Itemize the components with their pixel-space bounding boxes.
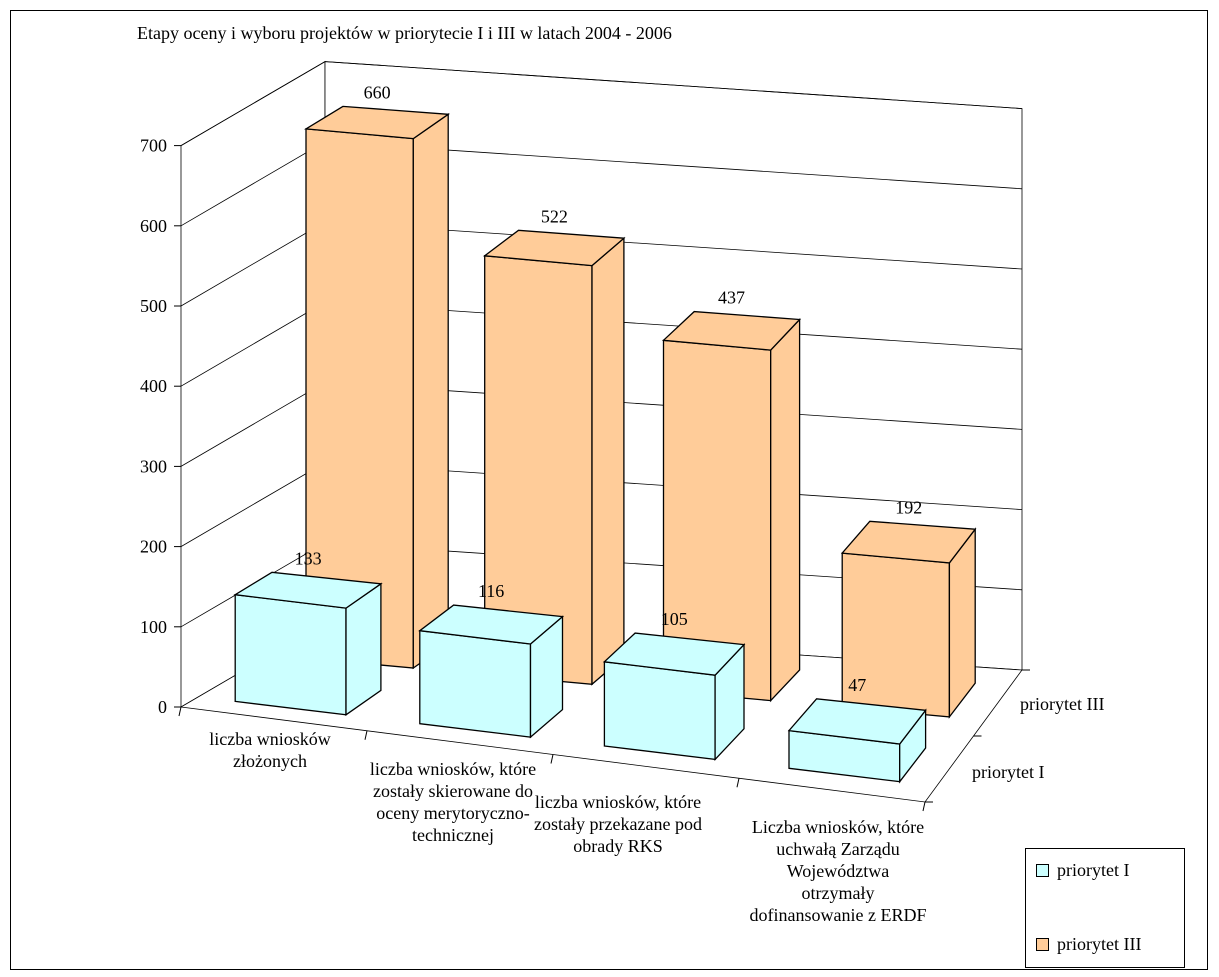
y-tick-label-400: 400 <box>140 376 167 396</box>
bar-front-face <box>234 593 347 716</box>
data-label-priorytet-iii-1: 522 <box>541 206 568 226</box>
legend-item-priorytet-i: priorytet I <box>1036 860 1129 881</box>
bar-front-face <box>419 629 532 738</box>
x-tick-label-1-0: liczba wniosków, które <box>370 759 536 779</box>
y-tick-label-0: 0 <box>158 697 167 717</box>
bar-top-face <box>418 604 565 645</box>
bar-top-face <box>303 105 451 140</box>
bar-side-face <box>591 236 625 686</box>
legend: priorytet I priorytet III <box>1025 848 1185 968</box>
bar-top-face <box>840 520 977 564</box>
legend-swatch-priorytet-iii <box>1036 938 1049 951</box>
bar-priorytet-i-2 <box>602 632 746 762</box>
x-tick-label-3-1: uchwałą Zarządu <box>776 839 899 859</box>
data-label-priorytet-i-1: 116 <box>478 581 504 601</box>
data-label-priorytet-i-2: 105 <box>661 609 688 629</box>
x-tick-label-3-4: dofinansowanie z ERDF <box>750 905 927 925</box>
x-tick-label-2-0: liczba wniosków, które <box>535 792 701 812</box>
x-tick-label-1-1: zostały skierowane do <box>373 781 533 801</box>
x-tick-label-3-0: Liczba wniosków, które <box>752 817 924 837</box>
x-tick-mark-1 <box>364 730 368 740</box>
x-tick-label-1-2: oceny merytoryczno- <box>376 803 529 823</box>
x-tick-mark-4 <box>922 801 926 812</box>
bar-top-face <box>787 698 927 745</box>
bar-priorytet-iii-3 <box>840 520 977 719</box>
x-tick-label-0-0: liczba wniosków <box>209 729 330 749</box>
bar-side-face <box>770 317 801 703</box>
y-tick-label-700: 700 <box>140 136 167 156</box>
data-label-priorytet-iii-2: 437 <box>718 288 745 308</box>
y-tick-label-200: 200 <box>140 537 167 557</box>
x-tick-mark-0 <box>178 706 182 717</box>
bar-top-face <box>482 229 626 267</box>
legend-item-priorytet-iii: priorytet III <box>1036 934 1141 955</box>
data-label-priorytet-i-0: 133 <box>295 548 322 568</box>
bar-top-face <box>233 571 383 609</box>
data-label-priorytet-iii-3: 192 <box>895 497 922 517</box>
gridline-700 <box>180 61 1023 146</box>
bar-side-face <box>412 113 449 670</box>
y-tick-label-600: 600 <box>140 216 167 236</box>
x-tick-label-0-1: złożonych <box>233 751 307 771</box>
bar-priorytet-i-0 <box>233 571 383 717</box>
x-tick-mark-2 <box>550 754 554 764</box>
bar-priorytet-iii-1 <box>482 229 626 686</box>
y-tick-label-500: 500 <box>140 296 167 316</box>
y-tick-label-100: 100 <box>140 617 167 637</box>
bar-front-face <box>603 661 716 761</box>
bar-priorytet-iii-2 <box>661 310 802 703</box>
chart-title: Etapy oceny i wyboru projektów w prioryt… <box>137 23 672 43</box>
bar-priorytet-i-3 <box>787 698 927 784</box>
z-tick-label-0: priorytet I <box>972 762 1044 782</box>
legend-label-priorytet-iii: priorytet III <box>1057 934 1142 954</box>
z-tick-label-1: priorytet III <box>1020 694 1104 714</box>
x-tick-mark-3 <box>736 778 740 788</box>
bar-top-face <box>602 632 746 676</box>
x-tick-label-1-3: technicznej <box>412 825 494 845</box>
x-tick-label-3-2: Województwa <box>787 861 890 881</box>
x-tick-label-2-2: obrady RKS <box>573 836 663 856</box>
legend-label-priorytet-i: priorytet I <box>1057 860 1130 880</box>
y-tick-label-300: 300 <box>140 456 167 476</box>
bar-priorytet-iii-0 <box>303 105 451 670</box>
x-tick-label-2-1: zostały przekazane pod <box>534 814 702 834</box>
bar-top-face <box>661 310 802 351</box>
x-tick-label-3-3: otrzymały <box>802 883 875 903</box>
data-label-priorytet-i-3: 47 <box>848 675 866 695</box>
bar-priorytet-i-1 <box>418 604 565 739</box>
data-label-priorytet-iii-0: 660 <box>364 82 391 102</box>
legend-swatch-priorytet-i <box>1036 864 1049 877</box>
